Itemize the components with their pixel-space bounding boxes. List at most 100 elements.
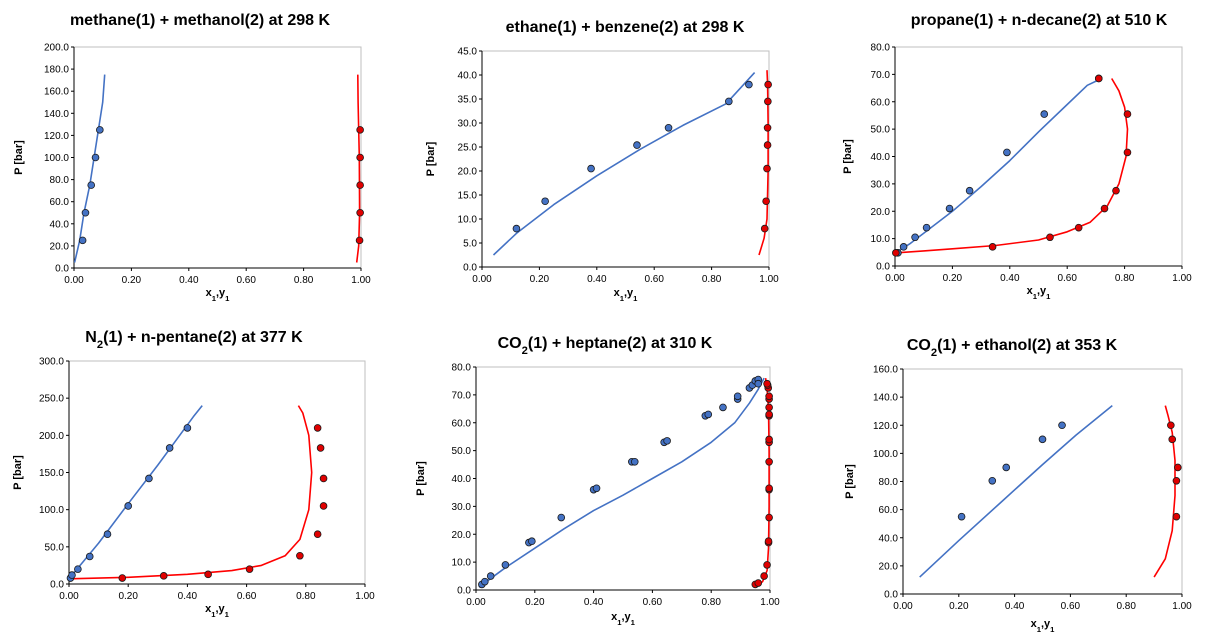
y-tick-label: 30.0 bbox=[871, 179, 891, 190]
x-axis-label: x1,y1 bbox=[614, 287, 639, 303]
liquid-data-point bbox=[957, 512, 966, 521]
vapor-data-point bbox=[355, 236, 364, 245]
vapor-data-point bbox=[892, 249, 900, 257]
vapor-data-point bbox=[764, 537, 773, 546]
chart-title: methane(1) + methanol(2) at 298 K bbox=[70, 12, 331, 29]
chart-title: propane(1) + n-decane(2) at 510 K bbox=[911, 12, 1168, 29]
vapor-data-point bbox=[1094, 74, 1103, 83]
vapor-data-point bbox=[1123, 148, 1132, 157]
x-tick-label: 0.40 bbox=[587, 274, 607, 285]
chart-title: CO2(1) + heptane(2) at 310 K bbox=[498, 335, 713, 357]
x-tick-label: 0.00 bbox=[64, 275, 84, 286]
liquid-data-point bbox=[965, 186, 974, 195]
x-tick-label: 0.40 bbox=[584, 597, 604, 608]
liquid-data-point bbox=[74, 565, 82, 573]
y-tick-label: 40.0 bbox=[871, 152, 891, 163]
y-tick-label: 300.0 bbox=[39, 357, 64, 368]
liquid-data-point bbox=[592, 484, 601, 493]
liquid-data-point bbox=[557, 513, 566, 522]
liquid-data-point bbox=[899, 243, 908, 251]
x-tick-label: 0.40 bbox=[178, 591, 198, 602]
dew-curve-line bbox=[68, 405, 313, 580]
vapor-data-point bbox=[313, 530, 322, 538]
x-tick-label: 0.20 bbox=[118, 591, 138, 602]
y-tick-label: 140.0 bbox=[44, 109, 69, 120]
y-tick-label: 5.0 bbox=[463, 239, 477, 250]
y-tick-label: 40.0 bbox=[458, 71, 478, 82]
vapor-data-point bbox=[754, 579, 763, 587]
x-tick-label: 0.20 bbox=[943, 273, 963, 284]
x-axis-label: x1,y1 bbox=[206, 287, 231, 303]
x-tick-label: 1.00 bbox=[759, 274, 779, 285]
y-tick-label: 140.0 bbox=[873, 393, 898, 404]
liquid-data-point bbox=[1003, 148, 1011, 157]
y-tick-label: 15.0 bbox=[458, 191, 478, 202]
liquid-data-point bbox=[664, 124, 673, 132]
y-tick-label: 20.0 bbox=[50, 241, 70, 252]
y-tick-label: 180.0 bbox=[44, 65, 69, 76]
vapor-data-point bbox=[765, 392, 773, 401]
chart-title: CO2(1) + ethanol(2) at 353 K bbox=[907, 337, 1118, 359]
liquid-data-point bbox=[91, 153, 100, 162]
y-tick-label: 10.0 bbox=[452, 558, 472, 569]
plot-area bbox=[68, 360, 366, 585]
vapor-data-point bbox=[1123, 110, 1132, 118]
y-tick-label: 0.0 bbox=[55, 264, 69, 275]
liquid-data-point bbox=[81, 208, 90, 217]
liquid-data-point bbox=[754, 379, 763, 388]
liquid-data-point bbox=[1002, 463, 1011, 472]
liquid-data-point bbox=[1040, 110, 1049, 118]
x-axis-label: x1,y1 bbox=[611, 611, 636, 627]
x-tick-label: 0.20 bbox=[949, 601, 969, 612]
liquid-data-point bbox=[663, 437, 671, 445]
vapor-data-point bbox=[356, 181, 364, 189]
x-tick-label: 0.60 bbox=[1061, 601, 1081, 612]
y-tick-label: 80.0 bbox=[879, 477, 899, 488]
vapor-data-point bbox=[1100, 204, 1109, 213]
vapor-data-point bbox=[763, 164, 771, 173]
liquid-data-point bbox=[719, 403, 727, 412]
chart-panel-5: CO2(1) + heptane(2) at 310 K 0.0 10.0 20.0 3… bbox=[415, 335, 780, 627]
y-tick-label: 40.0 bbox=[50, 219, 70, 230]
plot-area bbox=[902, 368, 1183, 595]
dew-curve-line bbox=[894, 78, 1129, 254]
y-tick-label: 40.0 bbox=[452, 474, 472, 485]
y-tick-label: 10.0 bbox=[458, 215, 478, 226]
bubble-curve-line bbox=[73, 74, 106, 263]
y-tick-label: 100.0 bbox=[44, 153, 69, 164]
y-axis-label: P [bar] bbox=[415, 461, 427, 496]
y-tick-label: 20.0 bbox=[879, 561, 899, 572]
vapor-data-point bbox=[760, 572, 768, 580]
y-tick-label: 30.0 bbox=[452, 502, 472, 513]
y-tick-label: 0.0 bbox=[50, 580, 64, 591]
vapor-data-point bbox=[765, 484, 773, 493]
liquid-data-point bbox=[78, 236, 87, 245]
vapor-data-point bbox=[765, 435, 773, 444]
liquid-data-point bbox=[85, 552, 94, 561]
y-tick-label: 60.0 bbox=[879, 505, 899, 516]
liquid-data-point bbox=[704, 410, 713, 419]
bubble-curve-line bbox=[68, 405, 203, 580]
liquid-data-point bbox=[725, 97, 733, 106]
liquid-data-point bbox=[486, 572, 495, 580]
y-tick-label: 20.0 bbox=[458, 167, 478, 178]
x-tick-label: 0.80 bbox=[1116, 601, 1136, 612]
x-tick-label: 0.00 bbox=[59, 591, 79, 602]
vapor-data-point bbox=[763, 124, 772, 132]
plot-area bbox=[475, 366, 771, 591]
dew-curve-line bbox=[1153, 405, 1176, 578]
vapor-data-point bbox=[988, 243, 997, 251]
vapor-data-point bbox=[764, 80, 772, 89]
x-tick-label: 1.00 bbox=[351, 275, 371, 286]
y-axis-label: P [bar] bbox=[12, 455, 24, 490]
y-tick-label: 120.0 bbox=[44, 131, 69, 142]
y-tick-label: 10.0 bbox=[871, 234, 891, 245]
liquid-data-point bbox=[501, 561, 510, 569]
x-tick-label: 0.20 bbox=[525, 597, 545, 608]
chart-title: N2(1) + n-pentane(2) at 377 K bbox=[85, 329, 303, 351]
y-tick-label: 60.0 bbox=[871, 97, 891, 108]
vapor-data-point bbox=[356, 126, 364, 134]
bubble-curve-line bbox=[478, 377, 765, 588]
vapor-data-point bbox=[319, 474, 328, 483]
